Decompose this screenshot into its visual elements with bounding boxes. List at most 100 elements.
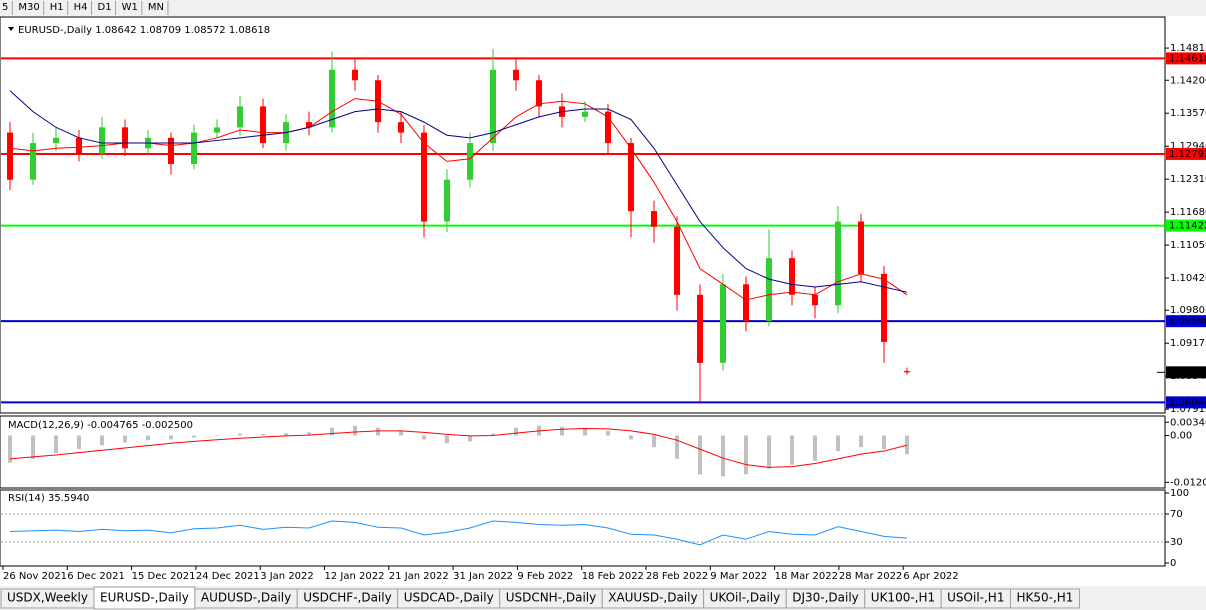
tab[interactable] — [1009, 588, 1080, 609]
macd-bar — [836, 435, 840, 452]
macd-bar — [238, 433, 242, 436]
macd-bar — [353, 425, 357, 436]
macd-bar — [8, 435, 12, 463]
timeframe-button[interactable]: D1 — [98, 2, 112, 13]
candle-body — [168, 137, 174, 164]
x-tick-label: 3 Jan 2022 — [260, 571, 314, 582]
tab-label[interactable]: EURUSD-,Daily — [100, 591, 189, 605]
macd-bar — [744, 435, 748, 475]
moving-average — [9, 90, 908, 293]
menu-arrow — [8, 27, 14, 31]
tab-label[interactable]: UK100-,H1 — [871, 591, 935, 605]
tab-label[interactable]: USDX,Weekly — [7, 591, 88, 605]
candle-body — [99, 127, 105, 154]
macd-bar — [882, 435, 886, 450]
y-tick-label: 0.00 — [1170, 431, 1192, 442]
y-tick-label: 70 — [1170, 509, 1183, 520]
level-label-bg — [1166, 219, 1206, 232]
y-tick-label: 1.07915 — [1170, 404, 1206, 415]
candle-body — [352, 69, 358, 81]
level-label: 1.09596 — [1169, 316, 1206, 327]
macd-bar — [399, 430, 403, 436]
x-tick-label: 6 Dec 2021 — [67, 571, 125, 582]
timeframe-button[interactable]: MN — [148, 2, 164, 13]
tab-label[interactable]: XAUUSD-,Daily — [608, 591, 697, 605]
timeframe-button[interactable]: H4 — [74, 2, 88, 13]
tab-label[interactable]: USOil-,H1 — [947, 591, 1004, 605]
y-tick-label: 1.13570 — [1170, 108, 1206, 119]
level-label-bg — [1166, 315, 1206, 328]
tab-label[interactable]: AUDUSD-,Daily — [201, 591, 291, 605]
macd-bar — [215, 435, 219, 437]
macd-bar — [468, 435, 472, 442]
candle-body — [237, 106, 243, 128]
y-tick-label: 0.003406 — [1170, 417, 1206, 428]
timeframe-button[interactable]: 5 — [2, 2, 8, 13]
macd-bar — [675, 435, 679, 459]
tab-label[interactable]: UKOil-,Daily — [710, 591, 781, 605]
level-label: 1.12792 — [1169, 149, 1206, 160]
tab-label[interactable]: HK50-,H1 — [1016, 591, 1073, 605]
tab-label[interactable]: USDCAD-,Daily — [404, 591, 494, 605]
candle-body — [904, 371, 910, 373]
candle-body — [697, 294, 703, 363]
x-tick-label: 9 Feb 2022 — [517, 571, 573, 582]
candle-body — [628, 143, 634, 212]
candle-body — [720, 284, 726, 363]
tab-label[interactable]: USDCNH-,Daily — [506, 591, 597, 605]
macd-bar — [307, 432, 311, 436]
candle-body — [835, 221, 841, 306]
candle-body — [191, 132, 197, 164]
macd-bar — [583, 428, 587, 436]
macd-bar — [54, 435, 58, 453]
candle-body — [674, 226, 680, 295]
level-label-bg — [1166, 396, 1206, 409]
candle-body — [260, 106, 266, 144]
rsi-line — [9, 520, 908, 546]
macd-bar — [146, 435, 150, 441]
y-tick-label: 1.11050 — [1170, 240, 1206, 251]
y-tick-label: 1.14200 — [1170, 75, 1206, 86]
x-tick-label: 12 Jan 2022 — [325, 571, 385, 582]
candle-body — [536, 80, 542, 107]
x-tick-label: 18 Mar 2022 — [775, 571, 838, 582]
candle-body — [214, 127, 220, 133]
x-tick-label: 28 Feb 2022 — [646, 571, 708, 582]
candle-body — [605, 111, 611, 144]
timeframe-button[interactable]: H1 — [50, 2, 64, 13]
macd-bar — [652, 435, 656, 448]
level-label: 1.11422 — [1169, 221, 1206, 232]
timeframe-button[interactable]: M30 — [18, 2, 39, 13]
macd-bar — [859, 435, 863, 448]
candle-body — [582, 111, 588, 117]
timeframe-button[interactable]: W1 — [122, 2, 138, 13]
y-tick-label: 1.09175 — [1170, 338, 1206, 349]
macd-bar — [790, 435, 794, 465]
x-tick-label: 18 Feb 2022 — [582, 571, 644, 582]
level-label: 1.14618 — [1169, 53, 1206, 64]
candle-body — [398, 122, 404, 133]
candle-body — [467, 143, 473, 180]
candle-body — [329, 69, 335, 128]
tab-label[interactable]: DJ30-,Daily — [792, 591, 859, 605]
rsi-title: RSI(14) 35.5940 — [8, 493, 89, 504]
macd-bar — [629, 435, 633, 440]
macd-bar — [284, 433, 288, 436]
current-price-bg — [1166, 366, 1206, 379]
candle-body — [306, 122, 312, 128]
tab-label[interactable]: USDCHF-,Daily — [303, 591, 391, 605]
macd-bar — [77, 435, 81, 450]
y-tick-label: 1.10420 — [1170, 273, 1206, 284]
candle-body — [7, 132, 13, 180]
macd-bar — [813, 435, 817, 461]
candle-body — [76, 137, 82, 154]
current-price-label: 1.08618 — [1169, 367, 1206, 378]
candle-body — [30, 143, 36, 180]
macd-bar — [261, 433, 265, 436]
macd-bar — [514, 427, 518, 436]
candle-body — [490, 69, 496, 144]
x-tick-label: 21 Jan 2022 — [389, 571, 449, 582]
candle-body — [812, 294, 818, 306]
